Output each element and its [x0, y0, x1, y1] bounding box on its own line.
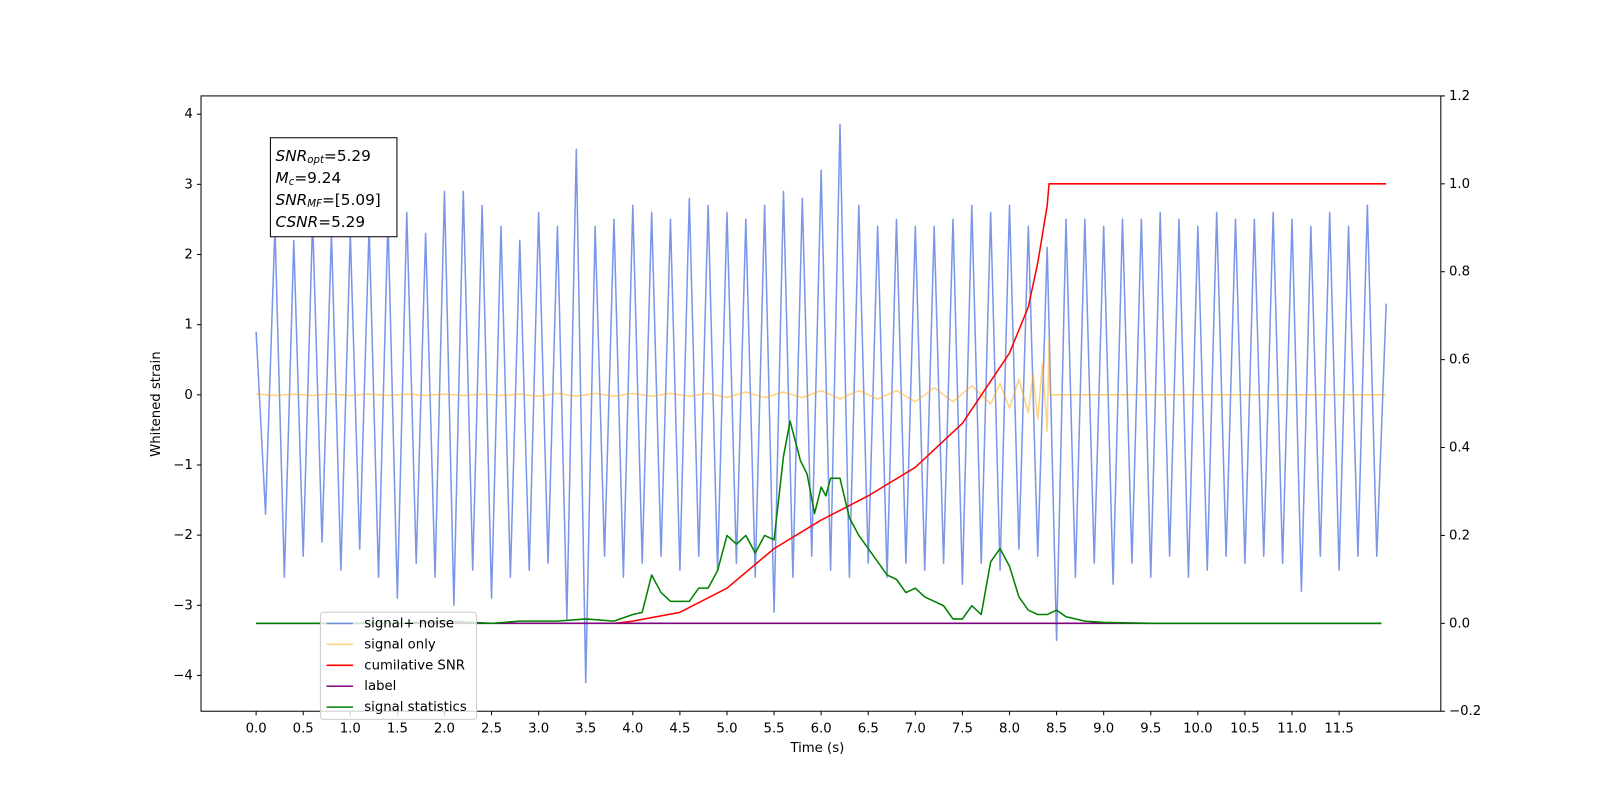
- x-tick-label: 11.5: [1324, 722, 1354, 737]
- y-tick-label: −2: [173, 528, 193, 543]
- series-line: [256, 420, 1382, 625]
- y2-tick-label: −0.2: [1449, 704, 1481, 719]
- annotation-box: [269, 137, 398, 238]
- y-axis-label: Whitened strain: [149, 351, 164, 456]
- y2-tick-label: 0.0: [1449, 616, 1470, 631]
- x-tick-label: 7.0: [905, 722, 926, 737]
- y-tick-label: 3: [184, 177, 192, 192]
- annotation-line: Mc=9.24: [276, 169, 342, 189]
- y-tick-label: 4: [184, 107, 192, 122]
- y-tick-label: 2: [184, 247, 192, 262]
- annotation-line: CSNR=5.29: [276, 212, 366, 230]
- legend-box: [319, 611, 478, 720]
- x-tick-label: 10.0: [1183, 722, 1213, 737]
- legend-label: signal+ noise: [364, 616, 454, 631]
- x-tick-label: 9.5: [1140, 722, 1161, 737]
- annotation-part: c: [289, 177, 295, 188]
- x-tick-label: 5.5: [764, 722, 785, 737]
- x-tick-label: 7.5: [952, 722, 973, 737]
- y2-tick-label: 1.2: [1449, 89, 1470, 104]
- x-tick-label: 3.5: [575, 722, 596, 737]
- x-tick-label: 11.0: [1277, 722, 1307, 737]
- x-tick-label: 0.5: [293, 722, 314, 737]
- x-tick-label: 6.0: [811, 722, 832, 737]
- x-tick-label: 0.0: [246, 722, 267, 737]
- annotation-part: opt: [307, 155, 325, 166]
- annotation-part: SNR: [276, 191, 308, 209]
- legend-label: label: [364, 679, 396, 694]
- x-tick-label: 5.0: [716, 722, 737, 737]
- legend-label: cumilative SNR: [364, 658, 465, 673]
- x-tick-label: 3.0: [528, 722, 549, 737]
- y2-tick-label: 0.6: [1449, 353, 1470, 368]
- annotation-part: =5.29: [324, 147, 371, 165]
- x-tick-label: 4.5: [669, 722, 690, 737]
- annotation-part: =[5.09]: [322, 191, 381, 209]
- y-tick-label: −4: [173, 668, 193, 683]
- y2-tick-label: 1.0: [1449, 177, 1470, 192]
- legend-label: signal statistics: [364, 700, 467, 715]
- y-tick-label: −1: [173, 458, 193, 473]
- x-tick-label: 8.5: [1046, 722, 1067, 737]
- series-line: [255, 123, 1387, 684]
- y2-tick-label: 0.4: [1449, 441, 1470, 456]
- annotation-line: SNRMF=[5.09]: [276, 191, 381, 211]
- annotation-part: M: [276, 169, 289, 187]
- y2-tick-label: 0.8: [1449, 265, 1470, 280]
- x-tick-label: 9.0: [1093, 722, 1114, 737]
- x-tick-label: 1.5: [387, 722, 408, 737]
- x-tick-label: 4.0: [622, 722, 643, 737]
- x-axis-label: Time (s): [789, 741, 844, 756]
- y-tick-label: −3: [173, 598, 193, 613]
- x-tick-label: 8.0: [999, 722, 1020, 737]
- x-tick-label: 2.5: [481, 722, 502, 737]
- y2-tick-label: 0.2: [1449, 528, 1470, 543]
- annotation-part: SNR: [276, 147, 308, 165]
- series-line: [256, 339, 1387, 433]
- x-tick-label: 6.5: [858, 722, 879, 737]
- annotation-part: MF: [307, 199, 322, 210]
- series-line: [613, 183, 1387, 625]
- plot-area: [255, 123, 1387, 684]
- annotation-part: CSNR: [276, 212, 319, 230]
- x-tick-label: 2.0: [434, 722, 455, 737]
- annotation-part: =9.24: [294, 169, 341, 187]
- annotation-part: =5.29: [318, 212, 365, 230]
- legend-label: signal only: [364, 637, 436, 652]
- y-tick-label: 1: [184, 318, 192, 333]
- y-tick-label: 0: [184, 388, 192, 403]
- annotation-line: SNRopt=5.29: [276, 147, 371, 167]
- x-tick-label: 1.0: [340, 722, 361, 737]
- x-tick-label: 10.5: [1230, 722, 1260, 737]
- legend: signal+ noise signal only cumilative SNR la…: [319, 611, 478, 720]
